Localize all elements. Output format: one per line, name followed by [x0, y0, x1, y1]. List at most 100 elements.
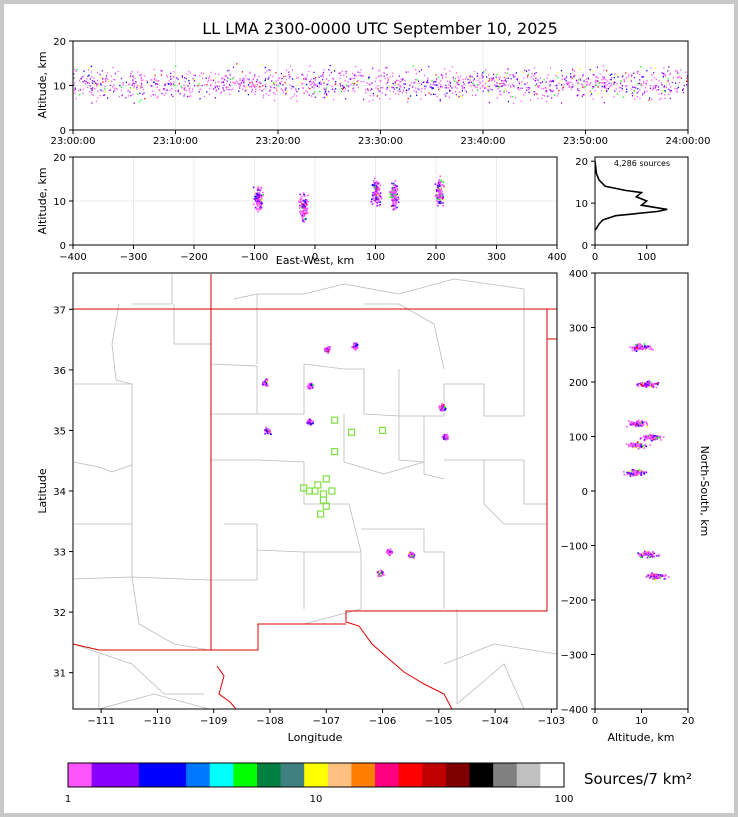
- source-point: [602, 65, 604, 67]
- source-point: [643, 554, 646, 556]
- source-point: [386, 74, 388, 76]
- source-point: [215, 89, 217, 91]
- source-point: [347, 80, 349, 83]
- source-point: [288, 71, 290, 73]
- source-point: [177, 90, 180, 93]
- station-marker: [331, 416, 339, 424]
- source-point: [442, 202, 444, 204]
- source-point: [487, 90, 489, 93]
- source-point: [275, 80, 277, 82]
- source-point: [637, 472, 640, 474]
- source-point: [251, 81, 253, 84]
- source-point: [655, 78, 657, 80]
- source-point: [639, 346, 641, 349]
- colorbar-cell: [256, 763, 282, 787]
- source-point: [163, 94, 165, 96]
- source-point: [383, 72, 385, 75]
- source-point: [622, 96, 625, 98]
- source-point: [539, 85, 541, 87]
- source-point: [153, 68, 155, 71]
- source-point: [122, 82, 124, 84]
- lma-stations: [300, 416, 387, 518]
- source-point: [514, 75, 516, 78]
- source-point: [183, 84, 185, 86]
- source-point: [323, 87, 325, 89]
- source-point: [670, 86, 672, 88]
- source-point: [440, 202, 442, 204]
- source-point: [253, 84, 256, 87]
- source-point: [638, 446, 641, 448]
- source-point: [302, 87, 304, 89]
- source-point: [523, 77, 525, 79]
- source-point: [322, 76, 324, 78]
- source-point: [96, 71, 99, 74]
- source-point: [624, 85, 627, 87]
- source-point: [638, 552, 641, 555]
- source-point: [664, 577, 667, 580]
- source-point: [399, 80, 401, 83]
- source-point: [426, 81, 429, 83]
- source-point: [467, 82, 470, 84]
- source-point: [113, 78, 115, 81]
- source-point: [424, 88, 426, 90]
- source-point: [383, 71, 385, 74]
- source-point: [268, 94, 270, 97]
- source-point: [91, 82, 94, 84]
- source-point: [133, 102, 135, 104]
- source-point: [270, 86, 272, 88]
- source-point: [456, 87, 458, 89]
- source-point: [438, 180, 440, 182]
- source-point: [103, 94, 105, 97]
- source-point: [657, 88, 660, 91]
- colorbar-cell: [445, 763, 471, 787]
- source-point: [390, 195, 393, 198]
- source-point: [485, 76, 488, 78]
- source-point: [309, 87, 311, 90]
- source-point: [252, 83, 254, 85]
- source-point: [423, 81, 425, 83]
- source-point: [642, 554, 644, 557]
- source-point: [389, 554, 392, 556]
- source-point: [578, 82, 580, 85]
- source-point: [284, 88, 286, 91]
- source-point: [441, 403, 443, 405]
- source-point: [393, 195, 396, 197]
- source-point: [313, 91, 316, 93]
- source-point: [444, 93, 446, 95]
- source-point: [250, 90, 253, 93]
- source-point: [300, 202, 303, 204]
- source-point: [643, 346, 645, 349]
- source-point: [394, 192, 396, 195]
- source-point: [503, 80, 505, 82]
- source-point: [102, 90, 104, 92]
- source-point: [457, 76, 459, 78]
- source-point: [640, 554, 643, 556]
- source-point: [87, 69, 89, 71]
- source-point: [316, 83, 318, 86]
- source-point: [648, 97, 651, 99]
- source-point: [418, 80, 420, 82]
- source-point: [372, 93, 374, 95]
- source-point: [170, 78, 172, 80]
- source-point: [113, 87, 115, 89]
- source-point: [300, 198, 303, 201]
- source-point: [92, 94, 95, 97]
- source-point: [605, 78, 607, 81]
- longitude-tick-label: −106: [369, 716, 396, 727]
- source-point: [360, 74, 362, 77]
- source-point: [637, 88, 639, 90]
- source-point: [454, 86, 457, 88]
- source-point: [382, 574, 385, 576]
- source-point: [639, 66, 642, 68]
- source-point: [521, 80, 523, 83]
- source-point: [449, 90, 451, 92]
- source-point: [531, 73, 533, 75]
- source-point: [439, 199, 441, 201]
- source-point: [190, 95, 192, 97]
- source-point: [79, 94, 81, 96]
- source-point: [539, 77, 541, 79]
- source-point: [291, 69, 294, 71]
- source-point: [390, 552, 392, 555]
- source-point: [501, 85, 504, 87]
- source-point: [663, 86, 665, 88]
